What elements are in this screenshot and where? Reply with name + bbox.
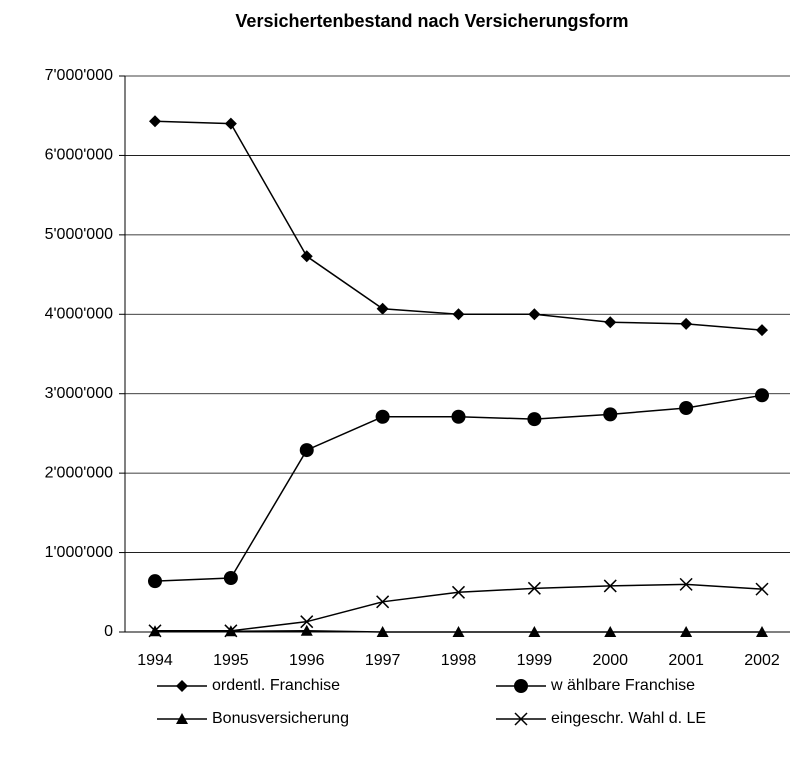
marker xyxy=(300,250,313,263)
x-tick-label: 1995 xyxy=(213,652,249,669)
x-tick-label: 1999 xyxy=(517,652,553,669)
marker xyxy=(756,324,768,337)
marker xyxy=(755,388,769,403)
y-tick-label: 1'000'000 xyxy=(45,544,114,561)
marker xyxy=(376,595,390,609)
y-tick-label: 7'000'000 xyxy=(45,67,114,84)
y-tick-label: 3'000'000 xyxy=(45,385,114,402)
marker xyxy=(223,570,238,585)
marker xyxy=(527,412,542,427)
marker xyxy=(528,308,541,321)
marker xyxy=(300,615,314,629)
marker xyxy=(604,316,617,329)
marker xyxy=(603,407,618,422)
x-tick-label: 2000 xyxy=(592,652,628,669)
marker xyxy=(376,626,389,637)
marker xyxy=(148,624,162,638)
y-tick-label: 4'000'000 xyxy=(45,306,114,323)
marker xyxy=(756,626,768,637)
marker xyxy=(375,409,390,424)
legend-marker xyxy=(514,679,528,693)
marker xyxy=(679,401,694,416)
marker xyxy=(452,308,465,321)
marker xyxy=(148,574,162,589)
marker xyxy=(679,577,693,591)
x-tick-label: 1998 xyxy=(441,652,477,669)
marker xyxy=(603,579,617,593)
legend-label: Bonusversicherung xyxy=(212,710,349,727)
y-tick-label: 6'000'000 xyxy=(45,147,114,164)
chart-title: Versichertenbestand nach Versicherungsfo… xyxy=(235,11,628,31)
x-tick-label: 1996 xyxy=(289,652,325,669)
marker xyxy=(149,115,161,128)
x-tick-label: 2002 xyxy=(744,652,780,669)
y-tick-label: 5'000'000 xyxy=(45,226,114,243)
marker xyxy=(451,585,466,599)
legend-label: eingeschr. Wahl d. LE xyxy=(551,710,706,727)
marker xyxy=(300,624,313,636)
marker xyxy=(451,409,466,424)
marker xyxy=(755,582,769,596)
x-tick-label: 1997 xyxy=(365,652,401,669)
marker xyxy=(224,117,237,130)
series-line xyxy=(154,120,763,331)
marker xyxy=(680,626,693,637)
legend-marker xyxy=(176,680,188,692)
legend-marker xyxy=(514,712,528,726)
marker xyxy=(224,624,238,638)
legend-label: ordentl. Franchise xyxy=(212,677,340,694)
x-tick-label: 1994 xyxy=(137,652,173,669)
marker xyxy=(528,626,541,637)
marker xyxy=(527,581,541,595)
y-tick-label: 0 xyxy=(104,623,113,640)
marker xyxy=(604,626,617,637)
marker xyxy=(680,317,693,330)
legend-marker xyxy=(176,713,188,724)
y-tick-label: 2'000'000 xyxy=(45,464,114,481)
marker xyxy=(452,626,465,637)
marker xyxy=(299,443,314,458)
marker xyxy=(376,302,389,315)
x-tick-label: 2001 xyxy=(668,652,704,669)
legend-label: w ählbare Franchise xyxy=(550,677,695,694)
